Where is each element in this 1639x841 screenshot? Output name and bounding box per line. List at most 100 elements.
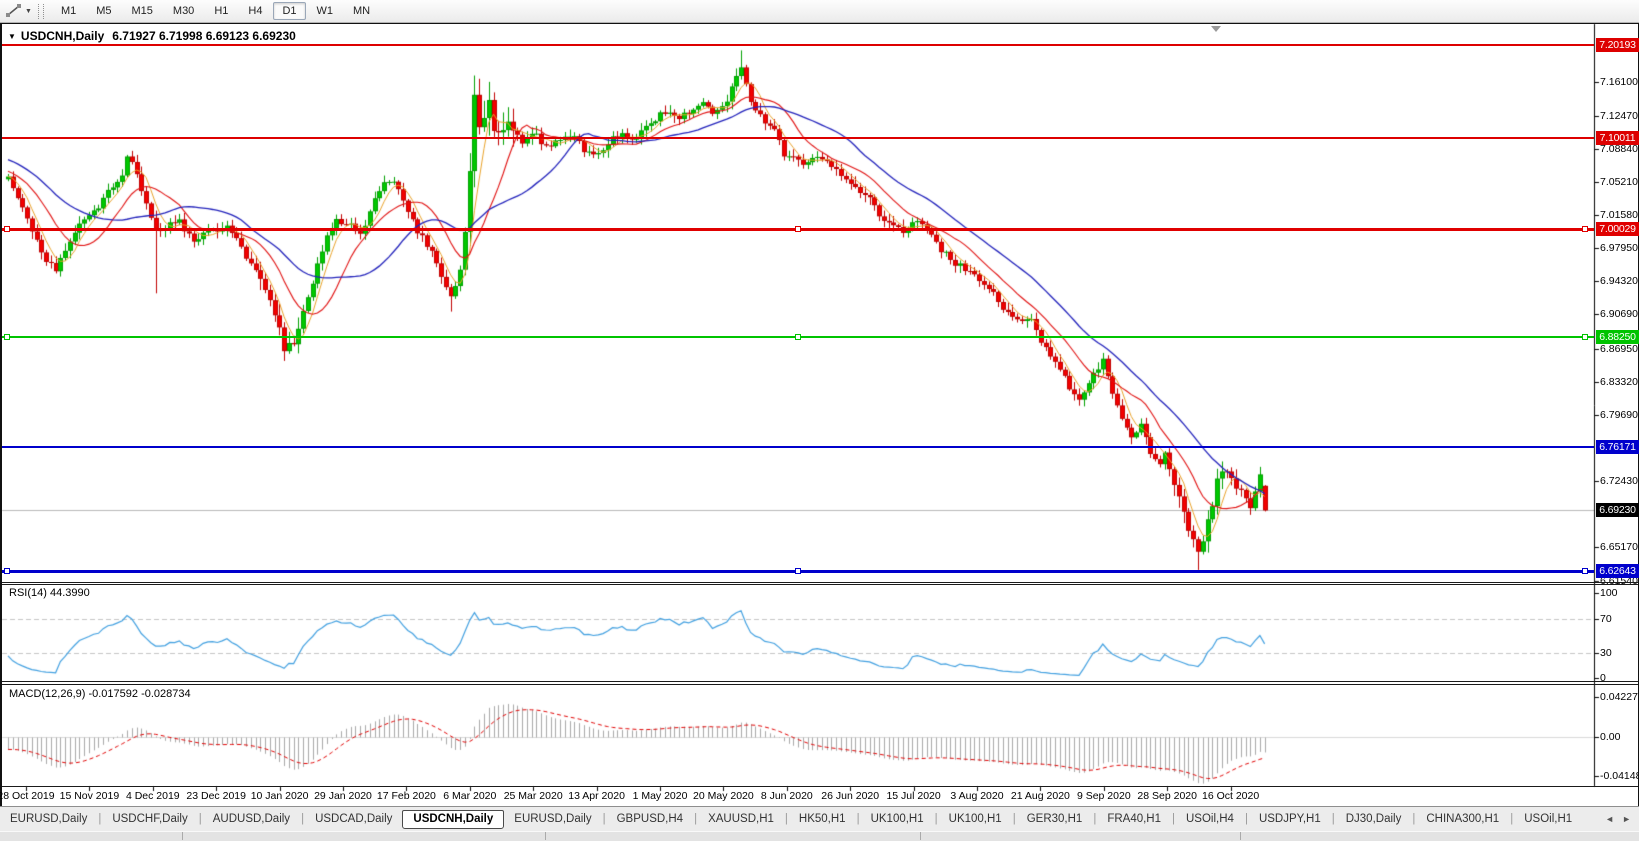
price-label-6.62643: 6.62643 <box>1596 564 1639 578</box>
tab-audusd-daily[interactable]: AUDUSD,Daily <box>212 812 291 825</box>
rsi-axis-tick: 0 <box>1600 672 1606 684</box>
timeframe-h4-button[interactable]: H4 <box>239 2 271 20</box>
dropdown-caret-icon: ▼ <box>25 7 32 15</box>
tab-separator: | <box>856 813 860 825</box>
rsi-axis-tick: 70 <box>1600 613 1612 625</box>
hline-handle-7.00029[interactable] <box>4 226 10 232</box>
tab-eurusd-daily[interactable]: EURUSD,Daily <box>10 812 88 825</box>
date-axis-label: 16 Oct 2020 <box>1201 790 1260 802</box>
price-axis-tick: 6.94320 <box>1600 275 1638 287</box>
tab-fra40-h1[interactable]: FRA40,H1 <box>1107 812 1161 825</box>
date-axis-label: 28 Oct 2019 <box>0 790 55 802</box>
hline-6.76171[interactable] <box>2 446 1594 448</box>
ohlc-values: 6.71927 6.71998 6.69123 6.69230 <box>112 29 296 43</box>
timeframe-m15-button[interactable]: M15 <box>123 2 162 20</box>
hline-handle-6.62643[interactable] <box>4 568 10 574</box>
pane-separator[interactable] <box>0 582 1638 583</box>
tab-separator: | <box>198 813 202 825</box>
price-axis-tick: 7.12470 <box>1600 110 1638 122</box>
date-axis-label: 15 Jul 2020 <box>886 790 941 802</box>
tab-separator: | <box>784 813 788 825</box>
tab-separator: | <box>694 813 698 825</box>
tab-ger30-h1[interactable]: GER30,H1 <box>1026 812 1083 825</box>
tab-xauusd-h1[interactable]: XAUUSD,H1 <box>708 812 774 825</box>
toolbar-grip[interactable] <box>37 3 44 19</box>
timeframe-w1-button[interactable]: W1 <box>308 2 343 20</box>
tab-separator: | <box>98 813 102 825</box>
tab-usoil-h1[interactable]: USOil,H1 <box>1524 812 1573 825</box>
date-axis-label: 6 Mar 2020 <box>443 790 497 802</box>
hline-7.20193[interactable] <box>2 44 1594 46</box>
tab-separator: | <box>1510 813 1514 825</box>
symbol-period-label: USDCNH,Daily <box>20 29 105 43</box>
price-axis-tick: 7.08840 <box>1600 143 1638 155</box>
chart-shift-marker-icon <box>1211 26 1221 32</box>
tab-separator: | <box>1093 813 1097 825</box>
date-axis-label: 10 Jan 2020 <box>250 790 309 802</box>
date-axis-label: 17 Feb 2020 <box>376 790 436 802</box>
hline-handle-6.88250[interactable] <box>4 334 10 340</box>
price-axis-tick: 6.97950 <box>1600 242 1638 254</box>
tab-usdjpy-h1[interactable]: USDJPY,H1 <box>1258 812 1321 825</box>
current-price-label: 6.69230 <box>1596 503 1639 517</box>
date-axis-label: 8 Jun 2020 <box>760 790 813 802</box>
tab-usdcad-daily[interactable]: USDCAD,Daily <box>315 812 393 825</box>
macd-axis-tick: 0.00 <box>1600 731 1621 743</box>
price-axis-tick: 7.16100 <box>1600 76 1638 88</box>
hline-7.10011[interactable] <box>2 137 1594 139</box>
pane-separator <box>0 786 1638 787</box>
chart-tab-bar: EURUSD,Daily | USDCHF,Daily | AUDUSD,Daily | U… <box>0 806 1639 831</box>
toolbar: ▼ M1 M5 M15 M30 H1 H4 D1 W1 MN <box>0 0 1639 23</box>
hline-handle-6.88250[interactable] <box>1582 334 1588 340</box>
tab-scroll-right-button[interactable]: ► <box>1622 814 1631 824</box>
timeframe-mn-button[interactable]: MN <box>344 2 379 20</box>
tab-separator: | <box>1331 813 1335 825</box>
tab-separator: | <box>1244 813 1248 825</box>
timeframe-m1-button[interactable]: M1 <box>52 2 85 20</box>
macd-axis-tick: 0.042275 <box>1600 691 1639 703</box>
line-style-tool[interactable]: ▼ <box>5 3 32 19</box>
date-axis-label: 15 Nov 2019 <box>59 790 120 802</box>
tab-gbpusd-h4[interactable]: GBPUSD,H4 <box>616 812 684 825</box>
tab-china300-h1[interactable]: CHINA300,H1 <box>1426 812 1500 825</box>
price-axis-tick: 6.65170 <box>1600 541 1638 553</box>
price-axis-tick: 6.83320 <box>1600 376 1638 388</box>
hline-handle-6.62643[interactable] <box>795 568 801 574</box>
tab-separator: | <box>301 813 305 825</box>
rsi-indicator-label: RSI(14) 44.3990 <box>9 587 90 599</box>
macd-axis-tick: -0.04148 <box>1600 770 1639 782</box>
date-axis-label: 29 Jan 2020 <box>314 790 372 802</box>
date-axis-label: 3 Aug 2020 <box>950 790 1004 802</box>
hline-handle-7.00029[interactable] <box>795 226 801 232</box>
tab-usoil-h4[interactable]: USOil,H4 <box>1186 812 1234 825</box>
timeframe-d1-button[interactable]: D1 <box>273 2 306 20</box>
date-axis-label: 1 May 2020 <box>632 790 688 802</box>
tab-separator: | <box>1172 813 1175 825</box>
timeframe-h1-button[interactable]: H1 <box>205 2 237 20</box>
collapse-arrow-icon[interactable]: ▼ <box>8 32 16 41</box>
pane-separator[interactable] <box>0 681 1638 682</box>
price-axis-tick: 6.86950 <box>1600 343 1638 355</box>
tab-eurusd-daily[interactable]: EURUSD,Daily <box>514 812 592 825</box>
timeframe-m30-button[interactable]: M30 <box>164 2 203 20</box>
price-label-7.10011: 7.10011 <box>1596 131 1639 145</box>
price-label-6.76171: 6.76171 <box>1596 440 1639 454</box>
tab-scroll-left-button[interactable]: ◄ <box>1605 814 1615 824</box>
timeframe-m5-button[interactable]: M5 <box>87 2 120 20</box>
date-axis-label: 25 Mar 2020 <box>503 790 563 802</box>
tab-usdchf-daily[interactable]: USDCHF,Daily <box>112 812 188 825</box>
hline-handle-6.62643[interactable] <box>1582 568 1588 574</box>
line-style-icon <box>6 4 21 17</box>
tab-dj30-daily[interactable]: DJ30,Daily <box>1345 812 1402 825</box>
tab-uk100-h1[interactable]: UK100,H1 <box>948 812 1002 825</box>
hline-handle-7.00029[interactable] <box>1582 226 1588 232</box>
tab-usdcnh-daily[interactable]: USDCNH,Daily <box>402 809 505 829</box>
hline-handle-6.88250[interactable] <box>795 334 801 340</box>
price-label-6.88250: 6.88250 <box>1596 330 1639 344</box>
tab-separator: | <box>1412 813 1416 825</box>
tab-hk50-h1[interactable]: HK50,H1 <box>798 812 846 825</box>
price-axis-tick: 7.01580 <box>1600 209 1638 221</box>
price-label-7.20193: 7.20193 <box>1596 38 1639 52</box>
tab-uk100-h1[interactable]: UK100,H1 <box>870 812 924 825</box>
